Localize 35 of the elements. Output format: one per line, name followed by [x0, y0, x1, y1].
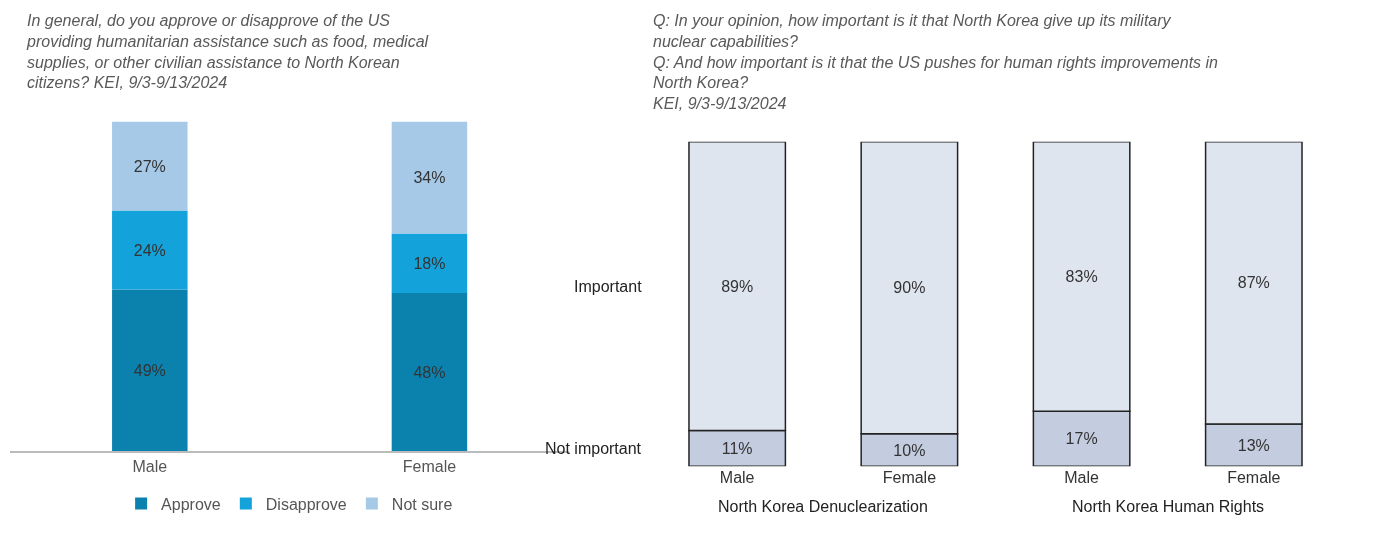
data-label: 27%	[133, 157, 166, 175]
legend-label: Approve	[161, 495, 221, 513]
legend-label: Disapprove	[265, 495, 347, 513]
bar	[112, 121, 188, 211]
x-tick-label: Female	[1227, 469, 1281, 487]
text: Important	[574, 278, 643, 295]
data-label: 49%	[133, 361, 166, 379]
data-label: 90%	[893, 279, 926, 297]
data-label: 11%	[721, 439, 753, 457]
data-label: 10%	[893, 441, 926, 459]
x-tick-label: Female	[882, 469, 937, 487]
data-label: 89%	[721, 277, 754, 295]
text: Not important	[545, 440, 642, 457]
legend-label: Not sure	[391, 495, 453, 513]
text: North Korea Denuclearization	[718, 498, 928, 515]
bar	[112, 289, 188, 452]
data-label: 48%	[413, 363, 446, 381]
data-label: 34%	[413, 169, 446, 187]
x-tick-label: Female	[402, 458, 457, 476]
bar	[391, 292, 468, 452]
x-tick-label: Male	[1064, 469, 1100, 487]
data-label: 17%	[1065, 430, 1098, 448]
x-tick-label: Male	[719, 469, 755, 487]
chart-title: Q: In your opinion, how important is it that North Korea give up its military nuclear capabilities? Q: And how important is it that the US pushes for human rights improvements in North Korea? KEI, 9/3-9/13/2024	[653, 12, 1219, 113]
data-label: 83%	[1065, 267, 1098, 285]
data-label: 24%	[133, 241, 166, 259]
data-label: 87%	[1237, 274, 1270, 292]
data-label: 13%	[1237, 436, 1270, 454]
chart-title: In general, do you approve or disapprove of the US providing humanitarian assistance such as food, medical supplies, or other civilian assistance to North Korean citizens? KEI, 9/3-9/13/2024	[26, 12, 429, 92]
text: North Korea Human Rights	[1072, 498, 1265, 515]
x-tick-label: Male	[132, 458, 168, 476]
data-label: 18%	[413, 254, 446, 272]
bar	[112, 210, 188, 290]
bar	[391, 233, 468, 293]
bar	[391, 121, 468, 234]
